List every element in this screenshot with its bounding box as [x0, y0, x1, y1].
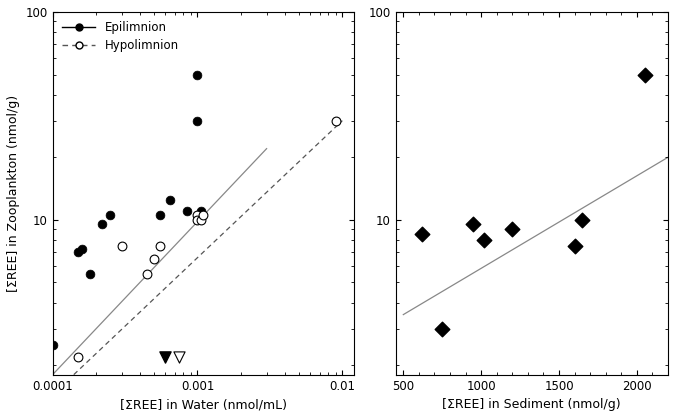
Point [569, 242, 580, 249]
Point [155, 212, 165, 219]
Point [577, 217, 588, 223]
Point [330, 117, 341, 124]
Point [639, 71, 650, 78]
Point [192, 71, 203, 78]
X-axis label: [ΣREE] in Sediment (nmol/g): [ΣREE] in Sediment (nmol/g) [443, 398, 621, 411]
Point [84, 270, 95, 277]
Point [116, 242, 127, 249]
Point [73, 353, 84, 360]
Point [73, 249, 84, 255]
Point [468, 221, 479, 228]
X-axis label: [ΣREE] in Water (nmol/mL): [ΣREE] in Water (nmol/mL) [119, 398, 287, 411]
Point [105, 212, 115, 219]
Legend: Epilimnion, Hypolimnion: Epilimnion, Hypolimnion [59, 18, 182, 56]
Point [142, 270, 153, 277]
Point [192, 217, 203, 223]
Point [195, 217, 206, 223]
Point [479, 237, 489, 243]
Point [198, 212, 209, 219]
Point [160, 353, 171, 360]
Point [437, 325, 448, 332]
Point [97, 221, 107, 228]
Point [195, 208, 206, 214]
Point [192, 117, 203, 124]
Point [192, 212, 203, 219]
Point [77, 246, 88, 253]
Point [148, 255, 159, 262]
Point [182, 208, 192, 214]
Point [507, 226, 518, 233]
Point [165, 196, 176, 203]
Point [416, 231, 427, 238]
Point [174, 353, 185, 360]
Y-axis label: [ΣREE] in Zooplankton (nmol/g): [ΣREE] in Zooplankton (nmol/g) [7, 95, 20, 292]
Point [155, 242, 165, 249]
Point [47, 342, 58, 348]
